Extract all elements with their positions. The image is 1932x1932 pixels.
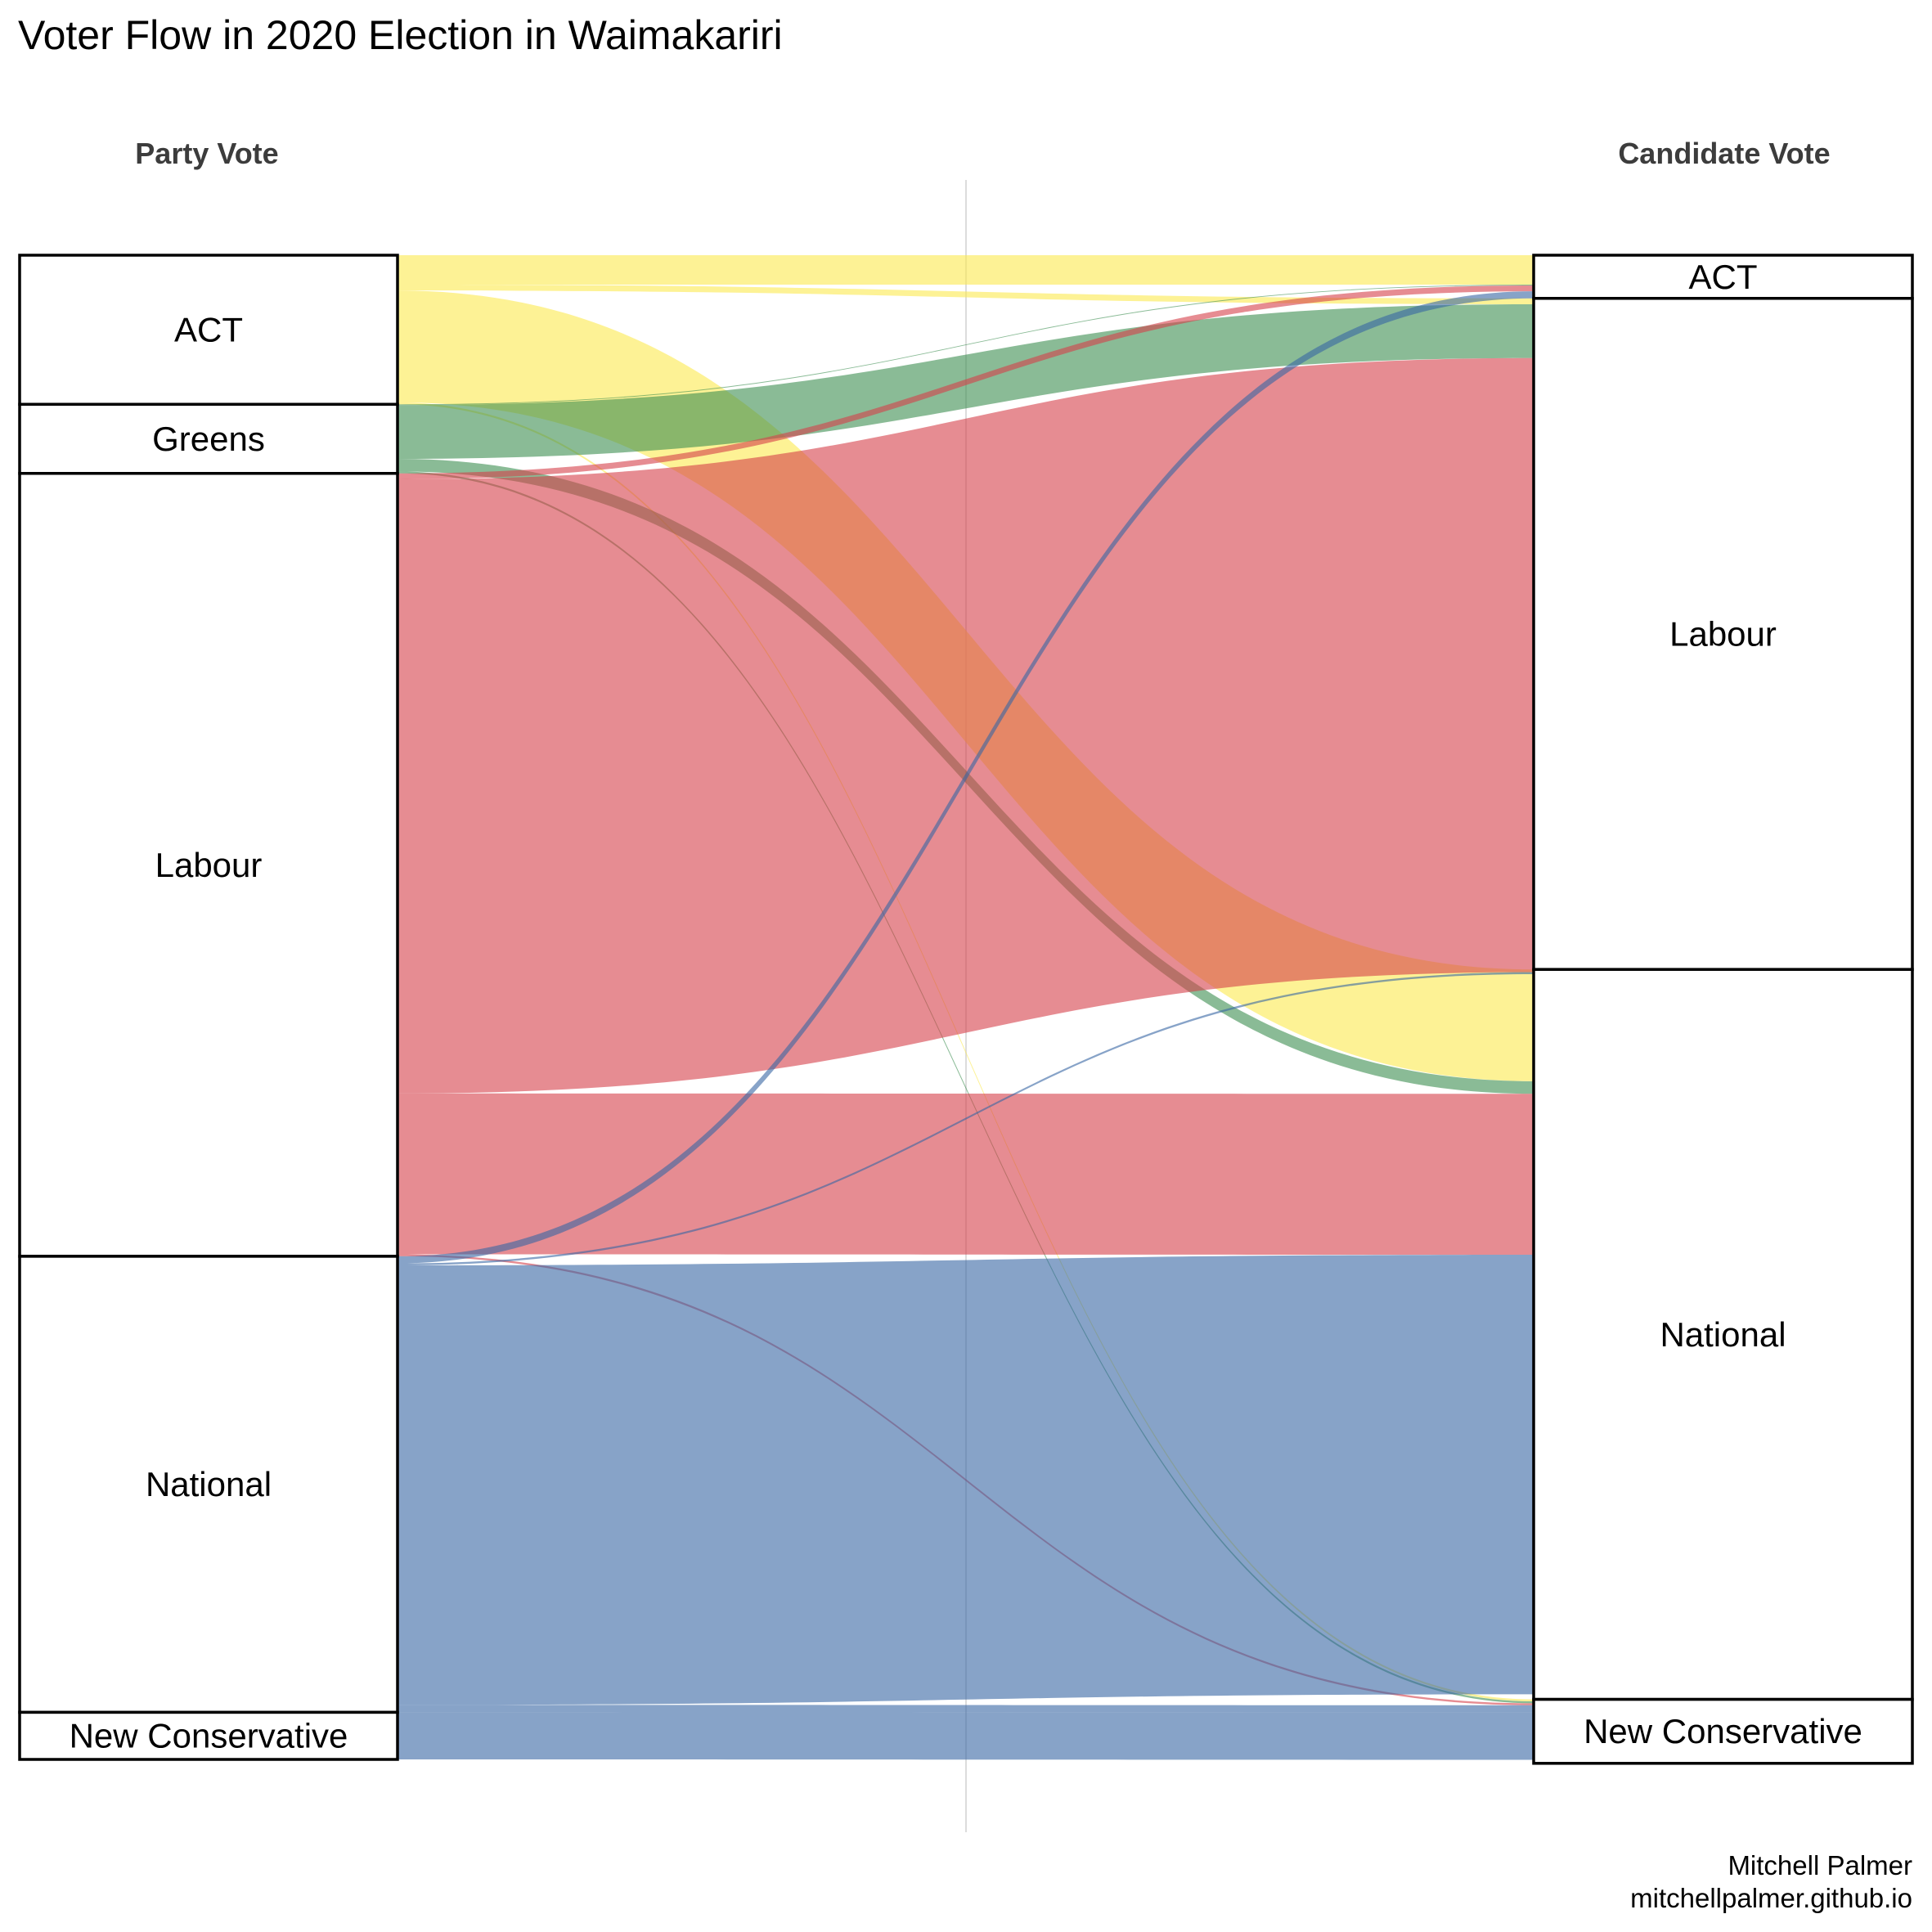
party-vote-node-labour	[18, 472, 399, 1258]
candidate-vote-node-new-conservative	[1532, 1697, 1914, 1765]
credit-url: mitchellpalmer.github.io	[1630, 1883, 1912, 1913]
party-vote-node-label-new-conservative: New Conservative	[70, 1717, 348, 1755]
nodes-layer: ACT Greens Labour National New Conservative A…	[18, 254, 1914, 1765]
flow-national-to-act	[398, 291, 1534, 1264]
party-vote-node-new-conservative	[18, 1710, 399, 1761]
candidate-vote-node-act	[1532, 254, 1914, 300]
left-axis-heading: Party Vote	[135, 137, 278, 170]
party-vote-node-label-labour: Labour	[155, 846, 263, 884]
flow-greens-to-act	[398, 284, 1534, 406]
party-vote-node-greens	[18, 402, 399, 475]
party-vote-node-national	[18, 1255, 399, 1714]
candidate-vote-node-label-labour: Labour	[1669, 614, 1777, 653]
party-vote-node-label-greens: Greens	[152, 420, 265, 458]
flow-greens-to-new-conservative	[398, 471, 1534, 1704]
credit-author: Mitchell Palmer	[1728, 1850, 1912, 1880]
candidate-vote-node-label-national: National	[1660, 1315, 1786, 1354]
right-axis-heading: Candidate Vote	[1618, 137, 1830, 170]
flow-national-to-new-conservative	[398, 1705, 1534, 1713]
candidate-vote-node-labour	[1532, 297, 1914, 971]
chart-title: Voter Flow in 2020 Election in Waimakari…	[18, 12, 783, 58]
flows-layer	[398, 255, 1534, 1760]
candidate-vote-node-label-new-conservative: New Conservative	[1584, 1712, 1862, 1750]
flow-act-to-act	[398, 255, 1534, 285]
candidate-vote-node-national	[1532, 968, 1914, 1701]
flow-labour-to-act	[398, 285, 1534, 479]
flow-new-conservative-to-new-conservative	[398, 1712, 1534, 1760]
party-vote-node-label-act: ACT	[174, 311, 243, 349]
flow-national-to-labour	[398, 972, 1534, 1265]
flow-act-to-new-conservative	[398, 402, 1534, 1701]
candidate-vote-node-label-act: ACT	[1689, 258, 1758, 296]
party-vote-node-label-national: National	[146, 1465, 272, 1503]
party-vote-node-act	[18, 254, 399, 407]
flow-national-to-national	[398, 1255, 1534, 1705]
flow-act-to-labour	[398, 284, 1534, 304]
flow-labour-to-labour	[398, 357, 1534, 1094]
flow-labour-to-national	[398, 1093, 1534, 1256]
